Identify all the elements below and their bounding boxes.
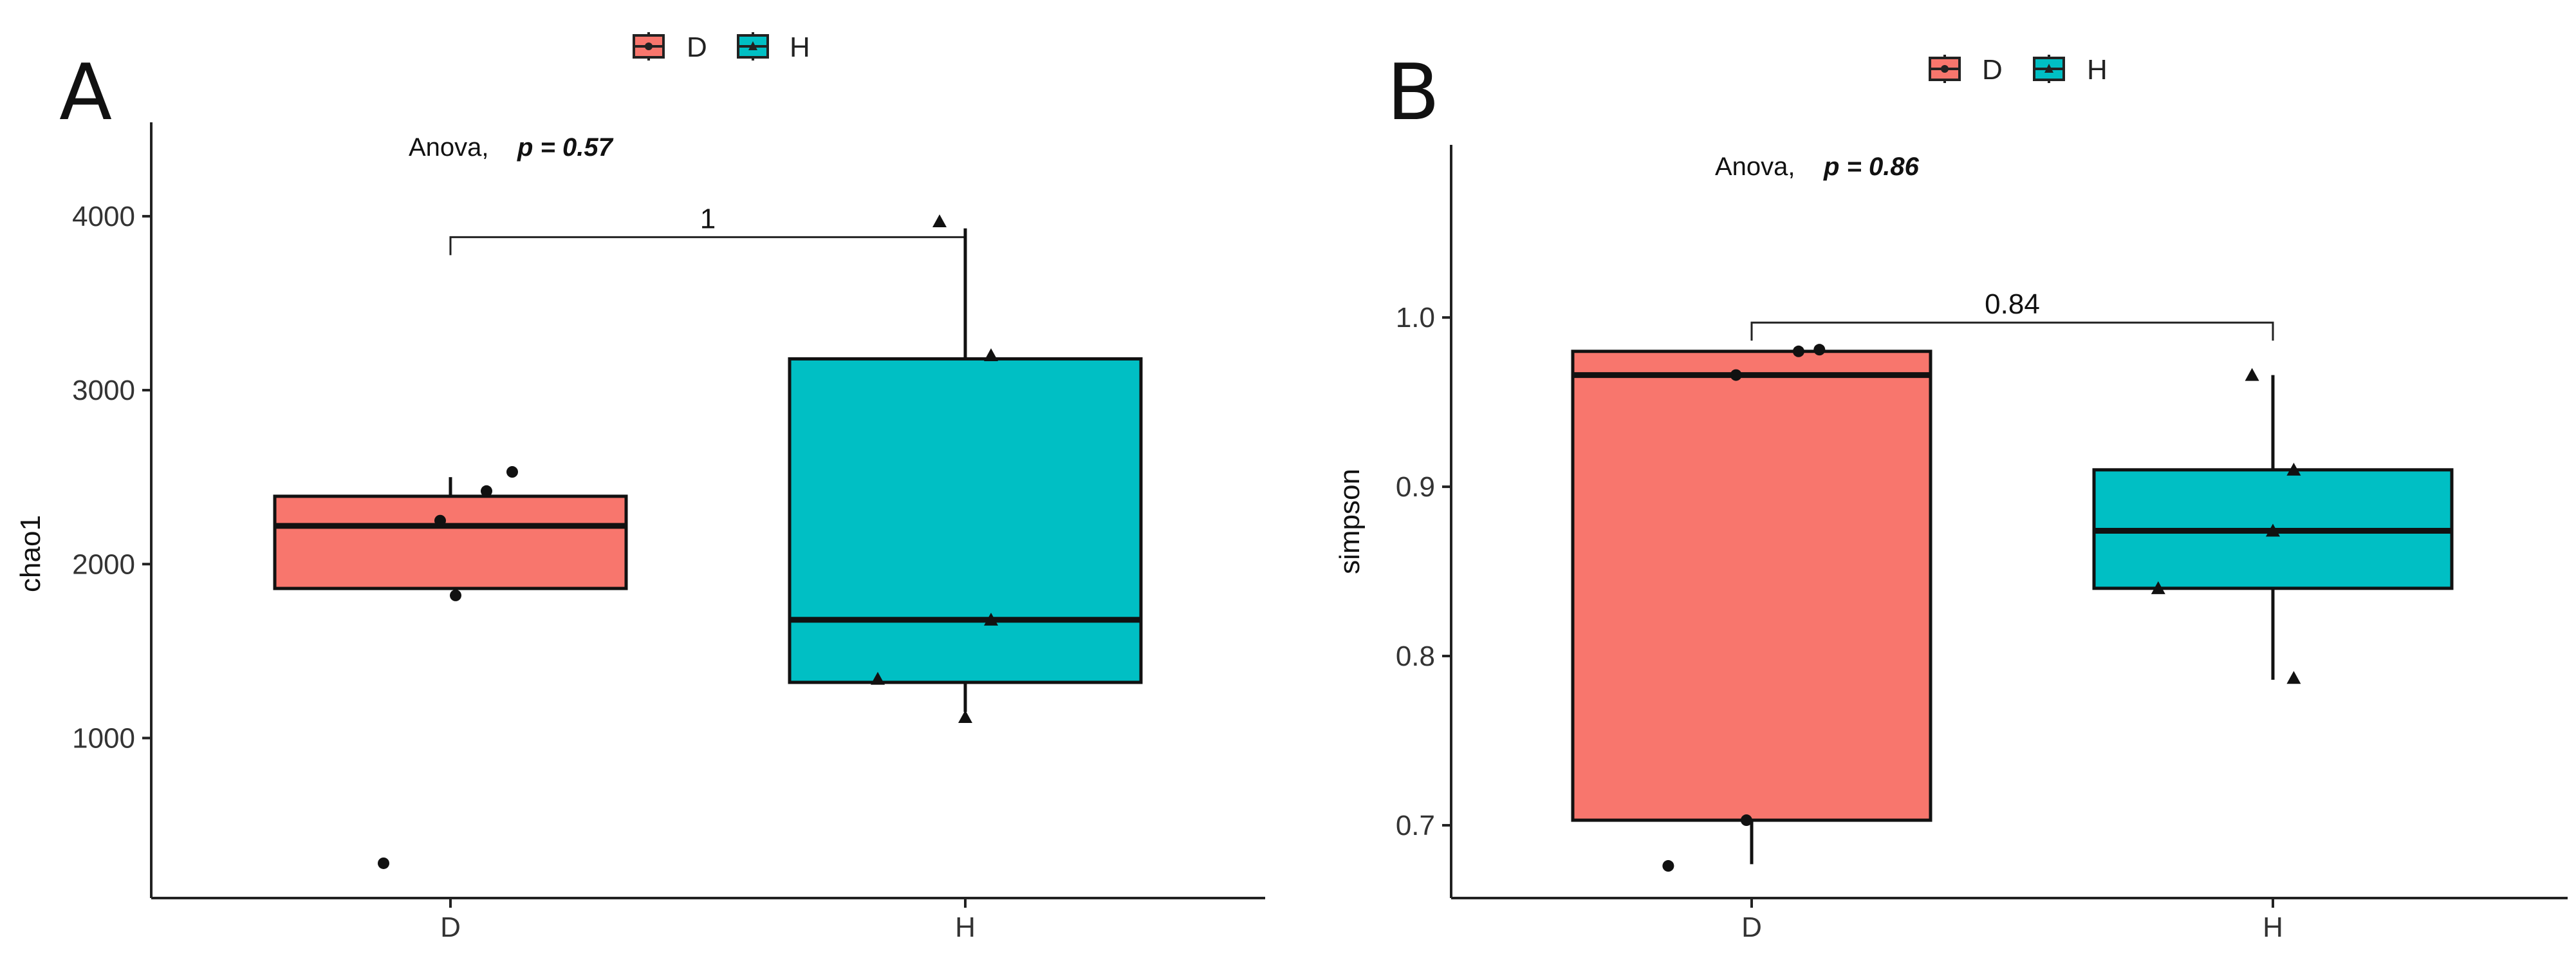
- bracket-line-b: [1750, 321, 2274, 341]
- panel-letter-a: A: [59, 48, 112, 138]
- data-point-h-b: [2245, 368, 2259, 381]
- y-tick-label-a: 2000: [72, 548, 135, 580]
- y-tick-label-b: 0.9: [1396, 471, 1435, 503]
- data-point-h-a: [984, 612, 998, 626]
- legend-item-h-a[interactable]: H: [737, 32, 810, 63]
- data-point-h-a: [932, 214, 947, 228]
- data-point-h-b: [2286, 671, 2301, 684]
- box-rect-d-a: [273, 494, 628, 590]
- test-p-value-b: p = 0.86: [1823, 153, 1920, 181]
- data-point-h-a: [871, 671, 885, 685]
- data-point-d-a: [506, 466, 518, 478]
- comparison-bracket-a: 1: [449, 203, 967, 256]
- legend-item-d-b[interactable]: D: [1929, 54, 2003, 86]
- y-tick-label-b: 0.8: [1396, 641, 1435, 672]
- anova-annotation-b: Anova, p = 0.86: [1715, 153, 1920, 181]
- x-ticks-b: D H: [1741, 898, 2283, 943]
- y-tick-label-a: 4000: [72, 201, 135, 232]
- data-point-d-b: [1740, 814, 1752, 827]
- panel-letter-b: B: [1387, 48, 1440, 138]
- data-point-d-a: [434, 514, 446, 527]
- y-tick-label-a: 3000: [72, 375, 135, 406]
- anova-annotation-a: Anova, p = 0.57: [409, 133, 614, 162]
- box-h-b[interactable]: [2092, 368, 2454, 684]
- legend-item-h-b[interactable]: H: [2033, 54, 2108, 86]
- x-tick-label-d-a: D: [440, 912, 461, 943]
- bracket-line-a: [449, 236, 967, 256]
- data-point-h-a: [984, 348, 998, 362]
- legend-label-d-b: D: [1982, 54, 2003, 86]
- x-tick-label-d-b: D: [1741, 912, 1762, 943]
- legend-label-h-b: H: [2087, 54, 2108, 86]
- box-rect-d-b: [1571, 350, 1932, 822]
- y-axis-title-a: chao1: [15, 515, 46, 592]
- test-method-a: Anova,: [409, 133, 489, 162]
- panel-a: A D H Anova, p = 0.57: [15, 32, 1265, 943]
- data-point-d-b: [1730, 369, 1742, 381]
- legend-label-h-a: H: [790, 32, 810, 63]
- y-ticks-a: 1000 2000 3000 4000: [72, 201, 151, 754]
- data-point-h-b: [2266, 523, 2280, 537]
- data-point-d-a: [378, 857, 389, 869]
- box-d-b[interactable]: [1571, 344, 1932, 872]
- panel-b: B D H Anova, p = 0.86: [1334, 48, 2568, 943]
- legend-item-d-a[interactable]: D: [633, 32, 707, 63]
- legend-label-d-a: D: [687, 32, 707, 63]
- y-tick-label-b: 1.0: [1396, 302, 1435, 333]
- data-point-d-a: [450, 589, 461, 601]
- bracket-label-b: 0.84: [1985, 288, 2040, 320]
- test-p-value-a: p = 0.57: [517, 133, 614, 162]
- data-point-h-a: [958, 710, 972, 724]
- x-ticks-a: D H: [440, 898, 976, 943]
- data-point-h-b: [2151, 581, 2165, 594]
- data-point-d-b: [1662, 860, 1674, 872]
- x-tick-label-h-b: H: [2263, 912, 2283, 943]
- bracket-label-a: 1: [700, 203, 716, 234]
- data-point-d-a: [481, 485, 492, 497]
- data-point-d-b: [1813, 344, 1826, 356]
- legend-b: D H: [1929, 54, 2108, 86]
- y-axis-title-b: simpson: [1334, 469, 1366, 574]
- comparison-bracket-b: 0.84: [1750, 288, 2274, 341]
- data-point-d-b: [1792, 345, 1804, 357]
- data-point-h-b: [2286, 462, 2301, 476]
- box-h-a[interactable]: [788, 214, 1143, 724]
- box-rect-h-a: [788, 357, 1143, 684]
- x-tick-label-h-a: H: [955, 912, 976, 943]
- y-tick-label-a: 1000: [72, 722, 135, 754]
- test-method-b: Anova,: [1715, 153, 1795, 181]
- box-d-a[interactable]: [273, 466, 628, 869]
- y-ticks-b: 0.7 0.8 0.9 1.0: [1396, 302, 1451, 841]
- y-tick-label-b: 0.7: [1396, 810, 1435, 841]
- legend-a: D H: [633, 32, 810, 63]
